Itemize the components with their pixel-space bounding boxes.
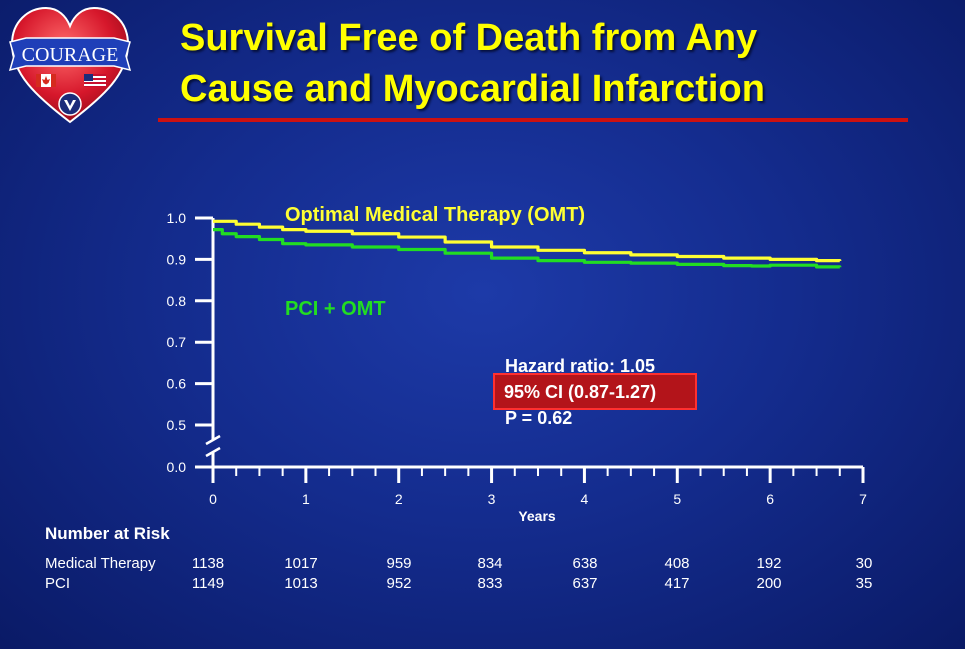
number-at-risk-row-label: Medical Therapy [45, 555, 156, 572]
number-at-risk-cell: 1017 [284, 555, 318, 572]
canada-flag-icon [36, 74, 56, 87]
x-tick-label-0: 0 [209, 491, 217, 507]
number-at-risk-cell: 200 [756, 575, 782, 592]
number-at-risk-heading: Number at Risk [45, 524, 170, 543]
x-tick-label-7: 7 [859, 491, 867, 507]
x-tick-label-4: 4 [581, 491, 589, 507]
page-title-line-2: Cause and Myocardial Infarction [180, 68, 765, 110]
series-line-0 [213, 219, 842, 263]
page-title-line-1: Survival Free of Death from Any [180, 17, 758, 59]
p-value-text: P = 0.62 [505, 408, 572, 428]
number-at-risk-cell: 417 [664, 575, 690, 592]
va-seal-icon [58, 92, 82, 116]
logo-text: COURAGE [22, 44, 119, 66]
y-tick-label-2: 0.6 [167, 376, 187, 392]
number-at-risk-cell: 1149 [191, 575, 225, 592]
number-at-risk-cell: 192 [756, 555, 782, 572]
number-at-risk-cell: 638 [572, 555, 598, 572]
y-tick-label-6: 1.0 [167, 210, 187, 226]
number-at-risk-row-label: PCI [45, 575, 71, 592]
x-tick-label-1: 1 [302, 491, 310, 507]
y-tick-label-3: 0.7 [167, 334, 187, 350]
chart-axes: 0.0 0.5 0.6 0.7 0.8 0.9 1.0 0 1 2 3 4 5 6 7 [167, 210, 868, 507]
number-at-risk-cell: 1013 [284, 575, 318, 592]
x-tick-label-6: 6 [766, 491, 774, 507]
y-tick-label-5: 0.9 [167, 251, 187, 267]
y-axis-break-mark-1 [205, 434, 221, 446]
courage-heart-logo: COURAGE [8, 6, 132, 124]
number-at-risk-cell: 833 [477, 575, 503, 592]
hazard-ratio-text: Hazard ratio: 1.05 [505, 356, 655, 376]
x-tick-label-5: 5 [673, 491, 681, 507]
y-axis-break-mark-2 [205, 446, 221, 458]
logo-ribbon [8, 37, 132, 72]
y-tick-label-4: 0.8 [167, 293, 187, 309]
us-flag-icon [84, 74, 106, 87]
ci-box [493, 373, 697, 410]
x-tick-label-2: 2 [395, 491, 403, 507]
number-at-risk-cell: 30 [855, 555, 873, 572]
x-axis-label: Years [518, 508, 556, 524]
chart-series [213, 219, 842, 269]
number-at-risk-cell: 834 [477, 555, 503, 572]
x-tick-label-3: 3 [488, 491, 496, 507]
series-label-pci: PCI + OMT [285, 298, 386, 320]
y-tick-label-0: 0.0 [167, 459, 187, 475]
series-line-1 [213, 227, 842, 269]
number-at-risk-cell: 959 [386, 555, 412, 572]
number-at-risk-cell: 35 [855, 575, 873, 592]
number-at-risk-cell: 637 [572, 575, 598, 592]
number-at-risk-cell: 1138 [191, 555, 225, 572]
ci-text: 95% CI (0.87-1.27) [504, 382, 656, 402]
number-at-risk-cell: 408 [664, 555, 690, 572]
title-underline [158, 118, 908, 122]
series-label-omt: Optimal Medical Therapy (OMT) [285, 204, 585, 226]
number-at-risk-cell: 952 [386, 575, 412, 592]
y-tick-label-1: 0.5 [167, 417, 187, 433]
